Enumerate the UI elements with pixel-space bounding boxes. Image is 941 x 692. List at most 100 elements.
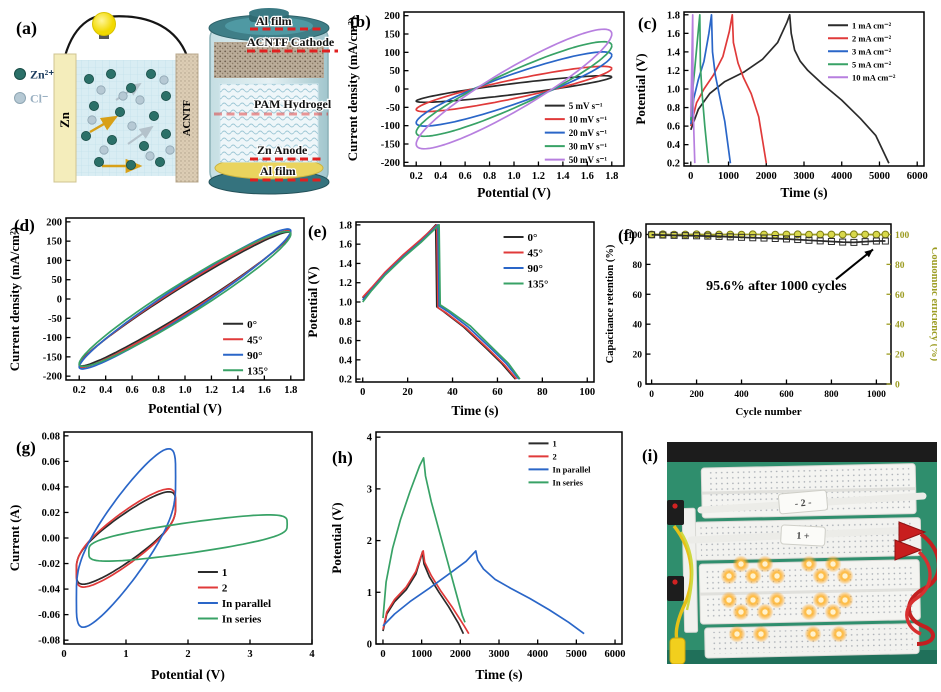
svg-text:1.4: 1.4: [231, 385, 245, 396]
svg-text:150: 150: [384, 30, 400, 41]
svg-text:-50: -50: [386, 103, 400, 114]
svg-text:0.8: 0.8: [152, 385, 165, 396]
svg-text:2000: 2000: [756, 171, 777, 182]
svg-text:200: 200: [46, 217, 62, 228]
svg-text:1.0: 1.0: [178, 385, 191, 396]
svg-text:45°: 45°: [528, 247, 543, 259]
chart-svg-d: 0.2 0.4 0.6 0.8 1.0 1.2 1.4 1.6 1.8 -200 -150 -100 -…: [7, 217, 305, 416]
panel-b-label: (b): [350, 12, 371, 31]
svg-text:100: 100: [895, 231, 910, 241]
svg-text:In series: In series: [553, 477, 584, 487]
led: [824, 603, 842, 621]
svg-text:80: 80: [633, 261, 643, 271]
svg-text:0: 0: [380, 649, 385, 660]
led: [744, 567, 762, 585]
svg-text:100: 100: [384, 48, 400, 59]
svg-text:30 mV s⁻¹: 30 mV s⁻¹: [569, 141, 608, 151]
svg-text:50: 50: [52, 275, 63, 286]
svg-text:-150: -150: [43, 352, 62, 363]
led: [752, 625, 770, 643]
svg-text:Potential (V): Potential (V): [306, 266, 320, 337]
svg-text:1.2: 1.2: [532, 171, 545, 182]
red-alligator-clip: [894, 539, 923, 561]
panel-d-label: (d): [14, 216, 35, 235]
led: [800, 555, 818, 573]
svg-text:0.4: 0.4: [339, 355, 353, 366]
svg-text:40: 40: [633, 321, 643, 331]
svg-text:400: 400: [734, 390, 749, 400]
svg-text:0.6: 0.6: [459, 171, 472, 182]
svg-text:50: 50: [390, 66, 401, 77]
svg-text:2: 2: [553, 451, 557, 461]
svg-text:Potential (V): Potential (V): [330, 502, 344, 573]
svg-text:1000: 1000: [867, 390, 886, 400]
svg-text:Coulombic efficiency (%): Coulombic efficiency (%): [929, 247, 937, 362]
svg-text:-0.08: -0.08: [38, 636, 60, 647]
svg-text:0.2: 0.2: [73, 385, 86, 396]
svg-text:0: 0: [649, 390, 654, 400]
panel-h-chart: 0 1000 2000 3000 4000 5000 6000 0 1 2 3 4 Time (s) Po…: [329, 424, 636, 688]
led: [720, 567, 738, 585]
svg-text:0.4: 0.4: [99, 385, 113, 396]
red-alligator-clip: [898, 521, 927, 543]
svg-text:0: 0: [637, 381, 642, 391]
svg-text:0.4: 0.4: [434, 171, 448, 182]
svg-text:In parallel: In parallel: [222, 598, 271, 610]
panel-i: (i): [642, 430, 937, 680]
panel-g: (g) 0 1 2 3 4 -0.08 -0.06 -0.04 -0.02 0.00 0.02 0.0…: [7, 424, 324, 688]
yellow-green-wire: [679, 531, 694, 611]
cl-ions: [87, 75, 175, 161]
led: [812, 567, 830, 585]
svg-text:1.2: 1.2: [339, 278, 352, 289]
svg-text:0: 0: [895, 381, 900, 391]
svg-text:150: 150: [46, 237, 62, 248]
svg-text:60: 60: [492, 387, 503, 398]
svg-text:Current (A): Current (A): [8, 505, 22, 572]
panel-c-label: (c): [638, 14, 657, 33]
svg-text:1.6: 1.6: [581, 171, 594, 182]
cl-ion-icon: [14, 92, 26, 104]
panel-e-chart: 0 20 40 60 80 100 0.2 0.4 0.6 0.8 1.0 1.2 1.4 1.6 1.8 T…: [305, 214, 606, 420]
panel-a-schematic: (a) Zn²⁺ Cl⁻: [14, 8, 338, 195]
svg-text:0.8: 0.8: [339, 317, 352, 328]
svg-text:0.2: 0.2: [667, 159, 680, 170]
svg-text:1.4: 1.4: [667, 47, 681, 58]
panel-b-chart: 0.2 0.4 0.6 0.8 1.0 1.2 1.4 1.6 1.8 -200 -150 -100 -…: [345, 4, 632, 206]
svg-text:1.8: 1.8: [605, 171, 618, 182]
svg-text:0: 0: [57, 295, 62, 306]
led: [744, 591, 762, 609]
svg-text:Time (s): Time (s): [475, 667, 522, 682]
led: [804, 625, 822, 643]
svg-text:In series: In series: [222, 614, 262, 626]
led: [824, 555, 842, 573]
panel-a: (a) Zn²⁺ Cl⁻: [4, 4, 344, 206]
bulb-icon: [92, 12, 116, 36]
svg-text:1000: 1000: [718, 171, 739, 182]
svg-text:6000: 6000: [907, 171, 928, 182]
supercapacitor-1: - 2 -: [777, 489, 829, 515]
svg-text:-100: -100: [381, 121, 400, 132]
svg-text:Time (s): Time (s): [780, 185, 827, 200]
device-cylinder: [208, 8, 330, 195]
label-al-film-bottom: Al film: [260, 164, 296, 178]
svg-text:0: 0: [688, 171, 693, 182]
panel-a-label: (a): [16, 18, 37, 39]
svg-text:6000: 6000: [605, 649, 626, 660]
svg-text:3000: 3000: [489, 649, 510, 660]
supercapacitor-2: 1 +: [780, 524, 826, 547]
led: [812, 591, 830, 609]
panel-e: (e) 0 20 40 60 80 100 0.2 0.4 0.6 0.8 1.0 1.2 1.4 1.6…: [305, 214, 606, 420]
label-zn-anode: Zn Anode: [257, 143, 308, 157]
svg-text:Cycle number: Cycle number: [735, 406, 801, 418]
ion-flow-arrow: [89, 115, 119, 134]
panel-h-label: (h): [332, 448, 353, 467]
svg-text:0: 0: [395, 85, 400, 96]
svg-text:1.8: 1.8: [339, 220, 352, 231]
svg-text:1.6: 1.6: [667, 29, 680, 40]
svg-text:20: 20: [633, 351, 643, 361]
led: [732, 603, 750, 621]
svg-text:10 mA cm⁻²: 10 mA cm⁻²: [852, 72, 896, 82]
svg-text:-0.04: -0.04: [38, 585, 61, 596]
led: [800, 603, 818, 621]
